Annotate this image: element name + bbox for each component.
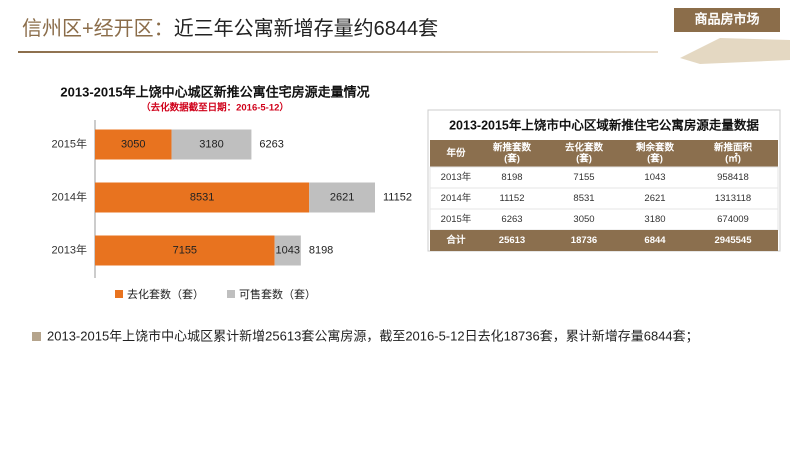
chart-title: 2013-2015年上饶中心城区新推公寓住宅房源走量情况 bbox=[60, 84, 369, 99]
bar-segment bbox=[274, 235, 301, 266]
table-cell: 2621 bbox=[644, 193, 665, 204]
table-header-bg bbox=[430, 140, 778, 167]
table-title: 2013-2015年上饶市中心区域新推住宅公寓房源走量数据 bbox=[449, 117, 759, 132]
table-cell: 958418 bbox=[717, 172, 749, 183]
table-cell: 6844 bbox=[644, 235, 666, 246]
table-header: 年份 bbox=[446, 147, 466, 159]
table-header: 新推套数 bbox=[493, 142, 532, 154]
table-cell: 18736 bbox=[571, 235, 597, 246]
bullet bbox=[32, 332, 41, 341]
note: 2013-2015年上饶市中心城区累计新增25613套公寓房源，截至2016-5… bbox=[47, 328, 699, 344]
table-cell: 2945545 bbox=[715, 235, 753, 246]
bar-segment bbox=[95, 182, 310, 213]
legend-swatch bbox=[115, 290, 123, 298]
table-cell: 2013年 bbox=[441, 171, 472, 183]
total-label: 11152 bbox=[383, 191, 412, 203]
value-label: 3180 bbox=[199, 138, 223, 150]
chart-subtitle: （去化数据截至日期：2016-5-12） bbox=[141, 102, 289, 114]
table-total-bg bbox=[430, 230, 778, 251]
table-cell: 1313118 bbox=[715, 193, 751, 204]
header-rule bbox=[18, 51, 658, 53]
bar-segment bbox=[95, 235, 275, 266]
table-cell: 7155 bbox=[573, 172, 594, 183]
bar-segment bbox=[309, 182, 375, 213]
title-main: 近三年公寓新增存量约6844套 bbox=[174, 17, 439, 40]
table-cell: 3050 bbox=[573, 214, 594, 225]
table-cell: 25613 bbox=[499, 235, 525, 246]
y-tick-label: 2015年 bbox=[52, 136, 87, 150]
badge bbox=[674, 8, 780, 32]
y-tick-label: 2014年 bbox=[52, 189, 87, 203]
table-header: (㎡) bbox=[725, 153, 741, 165]
table-cell: 8198 bbox=[501, 172, 522, 183]
table-cell: 1043 bbox=[644, 172, 665, 183]
table-cell: 11152 bbox=[499, 193, 524, 204]
total-label: 8198 bbox=[309, 244, 333, 256]
table-cell: 合计 bbox=[446, 234, 466, 246]
table-cell: 3180 bbox=[644, 214, 665, 225]
table-header: (套) bbox=[576, 153, 592, 165]
badge-text: 商品房市场 bbox=[694, 11, 759, 26]
value-label: 8531 bbox=[190, 191, 214, 203]
legend-swatch bbox=[227, 290, 235, 298]
title-prefix: 信州区+经开区： bbox=[22, 17, 174, 40]
bar-segment bbox=[171, 129, 252, 160]
bar-segment bbox=[95, 129, 172, 160]
legend-label: 可售套数（套） bbox=[239, 287, 316, 301]
legend-label: 去化套数（套） bbox=[127, 287, 204, 301]
table-cell: 2015年 bbox=[441, 213, 472, 225]
table-header: 去化套数 bbox=[565, 142, 604, 154]
badge-decoration bbox=[680, 38, 790, 64]
table-header: 剩余套数 bbox=[636, 142, 675, 154]
value-label: 2621 bbox=[330, 191, 354, 203]
table-cell: 6263 bbox=[501, 214, 522, 225]
slide-title: 信州区+经开区：近三年公寓新增存量约6844套 bbox=[22, 17, 438, 40]
value-label: 7155 bbox=[173, 244, 197, 256]
value-label: 3050 bbox=[121, 138, 145, 150]
value-label: 1043 bbox=[275, 244, 299, 256]
table-cell: 674009 bbox=[717, 214, 749, 225]
table-cell: 8531 bbox=[573, 193, 594, 204]
table-header: (套) bbox=[504, 153, 520, 165]
y-tick-label: 2013年 bbox=[52, 242, 87, 256]
total-label: 6263 bbox=[259, 138, 283, 150]
table-header: 新推面积 bbox=[714, 142, 753, 154]
table-header: (套) bbox=[647, 153, 663, 165]
table-cell: 2014年 bbox=[441, 192, 472, 204]
